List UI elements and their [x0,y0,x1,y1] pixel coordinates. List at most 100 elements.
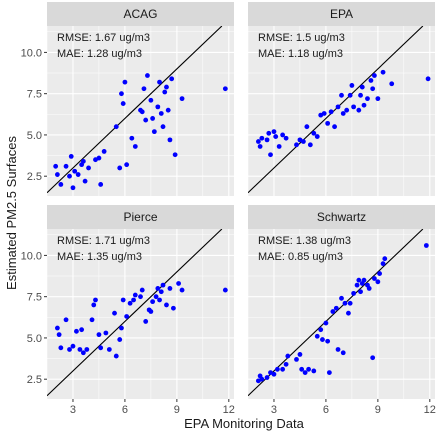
data-point [79,327,85,333]
data-point [301,139,306,144]
data-point [326,370,332,375]
data-point [158,111,164,116]
data-point [280,366,286,372]
data-point [340,111,346,116]
data-point [67,173,72,179]
y-tick-label: 2.5 [27,171,42,183]
data-point [96,155,102,161]
data-point [339,92,344,98]
data-point [77,347,83,352]
data-point [361,277,367,283]
data-point [335,347,341,352]
data-point [139,287,145,293]
data-point [302,370,308,375]
data-point [311,130,317,136]
data-point [283,135,289,141]
data-point [54,325,60,331]
panel-data-layer [47,26,228,194]
data-point [82,178,88,184]
data-point [101,149,107,154]
rmse-annotation: RMSE: 1.67 ug/m3 [57,32,150,44]
y-tick-label: 5.0 [27,130,42,142]
data-point [264,375,270,380]
data-point [150,116,156,121]
data-point [259,135,265,141]
data-point [117,337,123,342]
data-point [93,297,98,303]
data-point [148,309,154,314]
x-tick-label: 9 [375,404,381,416]
data-point [58,182,64,187]
panel-title: Pierce [123,210,157,224]
data-point [113,353,119,359]
x-tick-label: 3 [70,404,76,416]
data-point [139,109,145,115]
data-point [340,350,346,356]
data-point [58,345,64,351]
data-point [165,107,171,113]
data-point [382,256,388,262]
panel-epa: EPA RMSE: 1.5 ug/m3 MAE: 1.18 ug/m3 [248,2,435,196]
mae-annotation: MAE: 0.85 ug/m3 [258,251,343,263]
data-point [285,353,291,359]
rmse-annotation: RMSE: 1.38 ug/m3 [258,235,351,247]
data-point [132,144,138,149]
y-axis-title: Estimated PM2.5 Surfaces [4,136,19,290]
data-point [53,163,59,169]
identity-line [47,229,223,397]
data-point [80,350,86,356]
data-point [124,314,130,319]
data-point [91,302,97,308]
data-point [150,299,156,305]
data-point [425,76,431,82]
data-point [89,317,95,323]
panel-strip [47,2,234,26]
data-point [344,107,350,113]
data-point [314,333,320,339]
data-point [160,282,166,288]
data-point [54,172,60,177]
x-tick-label: 3 [271,404,277,416]
data-point [332,124,337,130]
y-tick-label: 5.0 [27,333,42,345]
x-tick-label: 12 [223,404,235,416]
data-point [294,356,299,362]
data-point [179,287,185,293]
data-point [371,276,377,281]
data-point [271,129,277,135]
data-point [339,295,344,301]
data-point [56,332,62,338]
data-point [98,345,104,351]
data-point [157,79,162,85]
data-point [370,86,376,92]
data-point [131,297,136,303]
rmse-annotation: RMSE: 1.71 ug/m3 [57,235,150,247]
data-point [297,352,303,357]
data-point [176,281,181,286]
data-point [170,305,176,311]
data-point [294,142,299,148]
data-point [67,347,72,352]
data-point [129,135,135,141]
x-tick-label: 12 [424,404,436,416]
data-point [377,271,382,276]
data-point [307,142,313,148]
data-point [86,165,91,171]
data-point [358,289,363,295]
data-point [311,368,317,374]
data-point [356,277,362,283]
data-point [323,320,329,326]
y-tick-label: 7.5 [27,89,42,101]
data-point [380,69,386,75]
panels-layer: ACAG RMSE: 1.67 ug/m3 MAE: 1.28 ug/m3 2.5 5.… [21,2,436,416]
data-point [354,282,360,288]
data-point [389,81,395,87]
data-point [347,92,353,98]
data-point [113,124,119,130]
panel-pierce: Pierce RMSE: 1.71 ug/m3 MAE: 1.35 ug/m3 2.5… [21,205,235,416]
data-point [132,292,138,298]
rmse-annotation: RMSE: 1.5 ug/m3 [258,32,345,44]
data-point [72,168,78,174]
data-point [371,73,377,78]
mae-annotation: MAE: 1.18 ug/m3 [258,48,343,60]
